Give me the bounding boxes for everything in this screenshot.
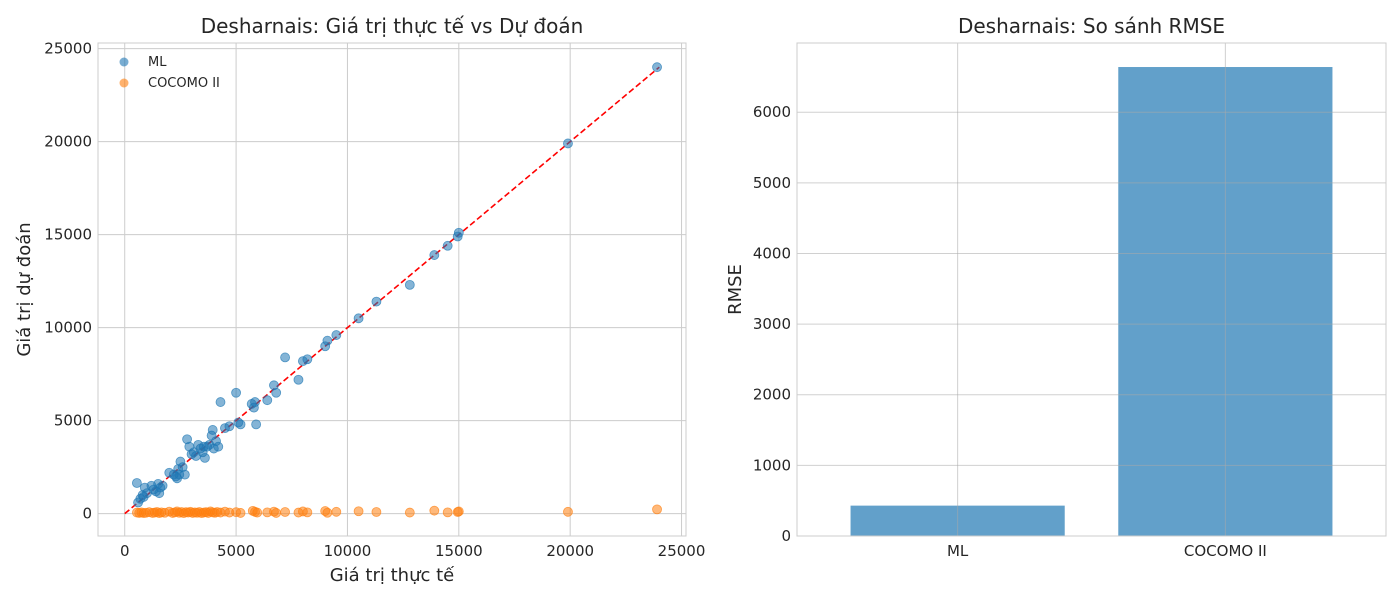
cocomo-point <box>302 507 313 518</box>
ml-point <box>179 469 190 480</box>
x-tick-label: 0 <box>120 542 130 560</box>
y-tick-label: 0 <box>82 505 92 523</box>
cocomo-point <box>442 507 453 518</box>
y-tick-label: 5000 <box>753 174 791 192</box>
legend-marker-ml <box>119 57 129 67</box>
ml-point <box>131 478 142 488</box>
ml-point <box>200 452 210 463</box>
bar-title: Desharnais: So sánh RMSE <box>958 14 1225 38</box>
ml-point <box>213 441 224 452</box>
y-tick-label: 3000 <box>753 315 791 333</box>
ml-point <box>262 395 273 406</box>
ml-point <box>231 387 241 398</box>
ml-point <box>280 352 290 363</box>
ml-point <box>250 397 260 407</box>
ml-point <box>251 419 262 430</box>
y-tick-label: 2000 <box>753 386 791 404</box>
scatter-legend: ML COCOMO II <box>119 55 220 91</box>
y-tick-label: 20000 <box>44 133 92 151</box>
scatter-x-ticks: 0 5000 10000 15000 20000 25000 <box>120 542 705 560</box>
ml-point <box>302 354 313 365</box>
bar-gridlines <box>797 43 1386 537</box>
y-tick-label: 1000 <box>753 456 791 474</box>
legend-label-ml: ML <box>148 55 167 70</box>
cocomo-point <box>235 508 246 518</box>
x-tick-label: 15000 <box>435 542 483 560</box>
cocomo-point <box>452 507 463 517</box>
cocomo-point <box>353 506 364 517</box>
ml-point <box>224 421 235 432</box>
scatter-chart: 0 5000 10000 15000 20000 25000 0 5000 10000 1500… <box>14 14 705 586</box>
cocomo-point <box>429 505 440 516</box>
ml-point <box>429 250 440 260</box>
scatter-y-axis-label: Giá trị dự đoán <box>14 222 35 356</box>
y-tick-label: 0 <box>781 527 791 545</box>
ml-point <box>157 480 168 491</box>
ml-point <box>442 240 453 251</box>
bar-y-ticks: 0 1000 2000 3000 4000 5000 6000 <box>753 103 791 545</box>
legend-marker-cocomo <box>119 78 129 88</box>
bar-chart: ML COCOMO II 0 1000 2000 3000 4000 5000 6000 De… <box>725 14 1387 560</box>
ml-point <box>452 231 463 242</box>
cocomo-point <box>322 507 333 518</box>
x-tick-label: 20000 <box>546 542 594 560</box>
y-tick-label: 4000 <box>753 244 791 262</box>
ml-point <box>322 335 333 346</box>
y-tick-label: 6000 <box>753 103 791 121</box>
cocomo-point <box>280 507 290 517</box>
scatter-y-ticks: 0 5000 10000 15000 20000 25000 <box>44 40 92 523</box>
ml-point <box>293 374 304 385</box>
cocomo-point <box>371 507 382 517</box>
x-tick-label: 5000 <box>217 542 255 560</box>
cocomo-point <box>252 507 263 518</box>
x-tick-label: COCOMO II <box>1184 542 1267 560</box>
y-tick-label: 5000 <box>54 412 92 430</box>
scatter-title: Desharnais: Giá trị thực tế vs Dự đoán <box>201 14 584 38</box>
cocomo-point <box>563 506 573 517</box>
y-tick-label: 25000 <box>44 40 92 58</box>
y-tick-label: 10000 <box>44 319 92 337</box>
bar-y-axis-label: RMSE <box>725 264 746 315</box>
scatter-plot-frame <box>97 42 687 537</box>
cocomo-point <box>404 507 415 518</box>
ml-point <box>331 330 342 340</box>
legend-label-cocomo: COCOMO II <box>148 76 220 91</box>
bar-x-ticks: ML COCOMO II <box>947 542 1267 560</box>
ml-point <box>563 138 573 149</box>
ml-point <box>271 387 282 398</box>
x-tick-label: 10000 <box>324 542 372 560</box>
ml-point <box>371 296 382 307</box>
cocomo-point <box>271 508 282 518</box>
ml-point <box>404 279 415 290</box>
y-tick-label: 15000 <box>44 226 92 244</box>
x-tick-label: 25000 <box>658 542 706 560</box>
scatter-gridlines <box>98 43 686 536</box>
x-tick-label: ML <box>947 542 969 560</box>
bar-plot-frame <box>796 42 1387 537</box>
ml-point <box>235 419 246 430</box>
ml-point <box>207 425 218 435</box>
ml-point <box>215 397 226 407</box>
scatter-points <box>131 62 662 519</box>
ml-point <box>652 62 662 73</box>
ml-point <box>353 313 364 324</box>
cocomo-point <box>331 506 342 517</box>
scatter-x-axis-label: Giá trị thực tế <box>330 565 455 586</box>
cocomo-point <box>652 504 662 515</box>
